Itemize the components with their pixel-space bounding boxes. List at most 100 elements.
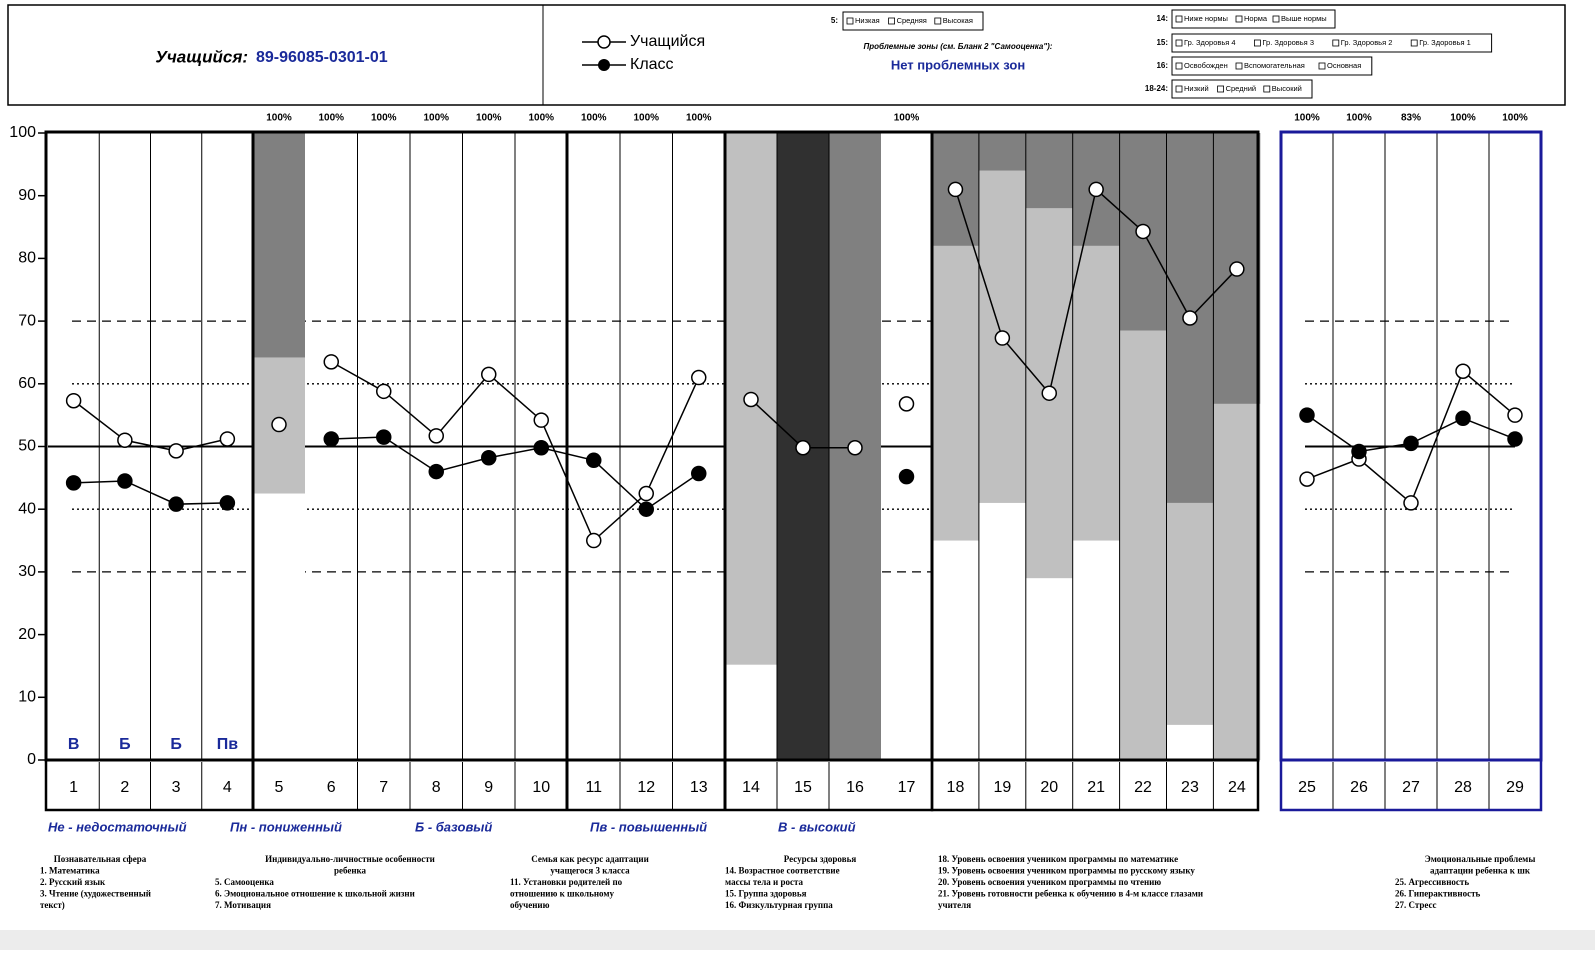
series-marker bbox=[898, 468, 915, 485]
student-label: Учащийся: bbox=[155, 47, 248, 66]
footnote: 11. Установки родителей по bbox=[510, 877, 623, 887]
series-marker bbox=[1088, 181, 1104, 198]
scale-swatch bbox=[1318, 62, 1326, 70]
legend-label: Учащийся bbox=[630, 33, 705, 50]
series-marker bbox=[1507, 407, 1523, 423]
footnote: обучению bbox=[510, 900, 550, 910]
scale-item: Низкий bbox=[1184, 84, 1209, 93]
x-tick-label: 22 bbox=[1134, 779, 1152, 796]
problem-value: Нет проблемных зон bbox=[891, 57, 1025, 72]
series-marker bbox=[65, 392, 82, 409]
top-label: 100% bbox=[686, 113, 712, 124]
stack-segment bbox=[1166, 502, 1214, 725]
series-line bbox=[331, 436, 700, 511]
x-tick-label: 20 bbox=[1040, 779, 1058, 796]
series-marker bbox=[168, 496, 184, 512]
level-label: В bbox=[68, 736, 80, 753]
scale-box bbox=[842, 11, 984, 31]
series-marker bbox=[533, 440, 549, 456]
y-tick-label: 100 bbox=[9, 124, 36, 141]
footnote: учителя bbox=[938, 900, 971, 910]
series-marker bbox=[428, 428, 444, 444]
series-marker bbox=[117, 432, 133, 448]
footnote: 18. Уровень освоения учеником программы … bbox=[938, 854, 1178, 864]
y-tick-label: 50 bbox=[18, 438, 36, 455]
level-legend: Пв - повышенный bbox=[590, 819, 707, 834]
y-tick-label: 20 bbox=[18, 626, 36, 643]
level-legend: Пн - пониженный bbox=[230, 819, 342, 834]
footnote: массы тела и роста bbox=[725, 877, 804, 887]
footnote: 25. Агрессивность bbox=[1395, 877, 1469, 887]
footnote: 27. Стресс bbox=[1395, 900, 1437, 910]
x-tick-label: 11 bbox=[585, 779, 602, 796]
scale-item: Низкая bbox=[855, 16, 880, 25]
scale-item: Ниже нормы bbox=[1184, 14, 1228, 23]
series-line bbox=[73, 480, 228, 505]
y-tick-label: 60 bbox=[18, 375, 36, 392]
scale-swatch bbox=[1175, 85, 1183, 93]
stack-segment bbox=[1025, 578, 1073, 760]
series-marker bbox=[1299, 407, 1315, 423]
scale-box bbox=[1171, 56, 1373, 76]
series-line bbox=[73, 400, 228, 452]
x-tick-label: 14 bbox=[742, 779, 760, 796]
scale-label: 18-24: bbox=[1145, 84, 1168, 93]
series-marker bbox=[586, 452, 602, 469]
footnote: Познавательная сфера bbox=[54, 854, 147, 864]
scale-box bbox=[1171, 79, 1313, 99]
level-legend: Б - базовый bbox=[415, 819, 492, 834]
scale-item: Вспомогательная bbox=[1244, 61, 1305, 70]
x-tick-label: 15 bbox=[794, 779, 812, 796]
series-marker bbox=[323, 431, 339, 447]
series-marker bbox=[1455, 410, 1471, 427]
footnote: Ресурсы здоровья bbox=[784, 854, 857, 864]
footnote: Семья как ресурс адаптации bbox=[531, 854, 649, 864]
x-tick-label: 6 bbox=[327, 779, 336, 796]
level-label: Б bbox=[119, 736, 131, 753]
level-label: Пв bbox=[217, 736, 239, 753]
footnote: 7. Мотивация bbox=[215, 900, 271, 910]
scale-swatch bbox=[1175, 39, 1183, 47]
x-tick-label: 23 bbox=[1181, 779, 1199, 796]
footnote: 21. Уровень готовности ребенка к обучени… bbox=[938, 889, 1203, 899]
scale-swatch bbox=[934, 17, 942, 25]
level-legend: Не - недостаточный bbox=[48, 819, 187, 834]
y-tick-label: 70 bbox=[18, 312, 36, 329]
stack-segment bbox=[1166, 724, 1214, 760]
top-label: 100% bbox=[1346, 113, 1372, 124]
student-id: 89-96085-0301-01 bbox=[256, 49, 388, 66]
top-label: 100% bbox=[476, 113, 502, 124]
x-tick-label: 1 bbox=[69, 779, 78, 796]
x-tick-label: 7 bbox=[379, 779, 388, 796]
x-tick-label: 4 bbox=[223, 779, 232, 796]
x-tick-label: 19 bbox=[993, 779, 1011, 796]
legend-marker bbox=[598, 59, 610, 71]
series-marker bbox=[691, 465, 707, 482]
footnote: 14. Возрастное соответствие bbox=[725, 866, 840, 876]
stack-segment bbox=[932, 245, 979, 541]
series-marker bbox=[1041, 385, 1057, 401]
series-marker bbox=[481, 450, 497, 466]
series-marker bbox=[1507, 431, 1523, 447]
scale-swatch bbox=[1410, 39, 1418, 47]
footnote: текст) bbox=[40, 900, 65, 910]
level-label: Б bbox=[170, 736, 182, 753]
series-marker bbox=[168, 443, 184, 459]
x-tick-label: 8 bbox=[432, 779, 441, 796]
top-label: 100% bbox=[894, 113, 920, 124]
footnote: 15. Группа здоровья bbox=[725, 889, 807, 899]
scale-label: 5: bbox=[831, 16, 838, 25]
series-marker bbox=[1403, 495, 1419, 511]
scale-label: 14: bbox=[1156, 14, 1168, 23]
scale-swatch bbox=[1235, 15, 1243, 23]
footnote: ребенка bbox=[334, 866, 367, 876]
top-label: 100% bbox=[633, 113, 659, 124]
series-marker bbox=[795, 440, 811, 456]
top-label: 83% bbox=[1401, 113, 1421, 124]
scale-item: Высокий bbox=[1272, 84, 1302, 93]
scale-swatch bbox=[1263, 85, 1271, 93]
series-marker bbox=[219, 431, 236, 447]
series-marker bbox=[1229, 261, 1245, 277]
stack-segment bbox=[253, 493, 305, 760]
series-marker bbox=[1351, 443, 1367, 460]
